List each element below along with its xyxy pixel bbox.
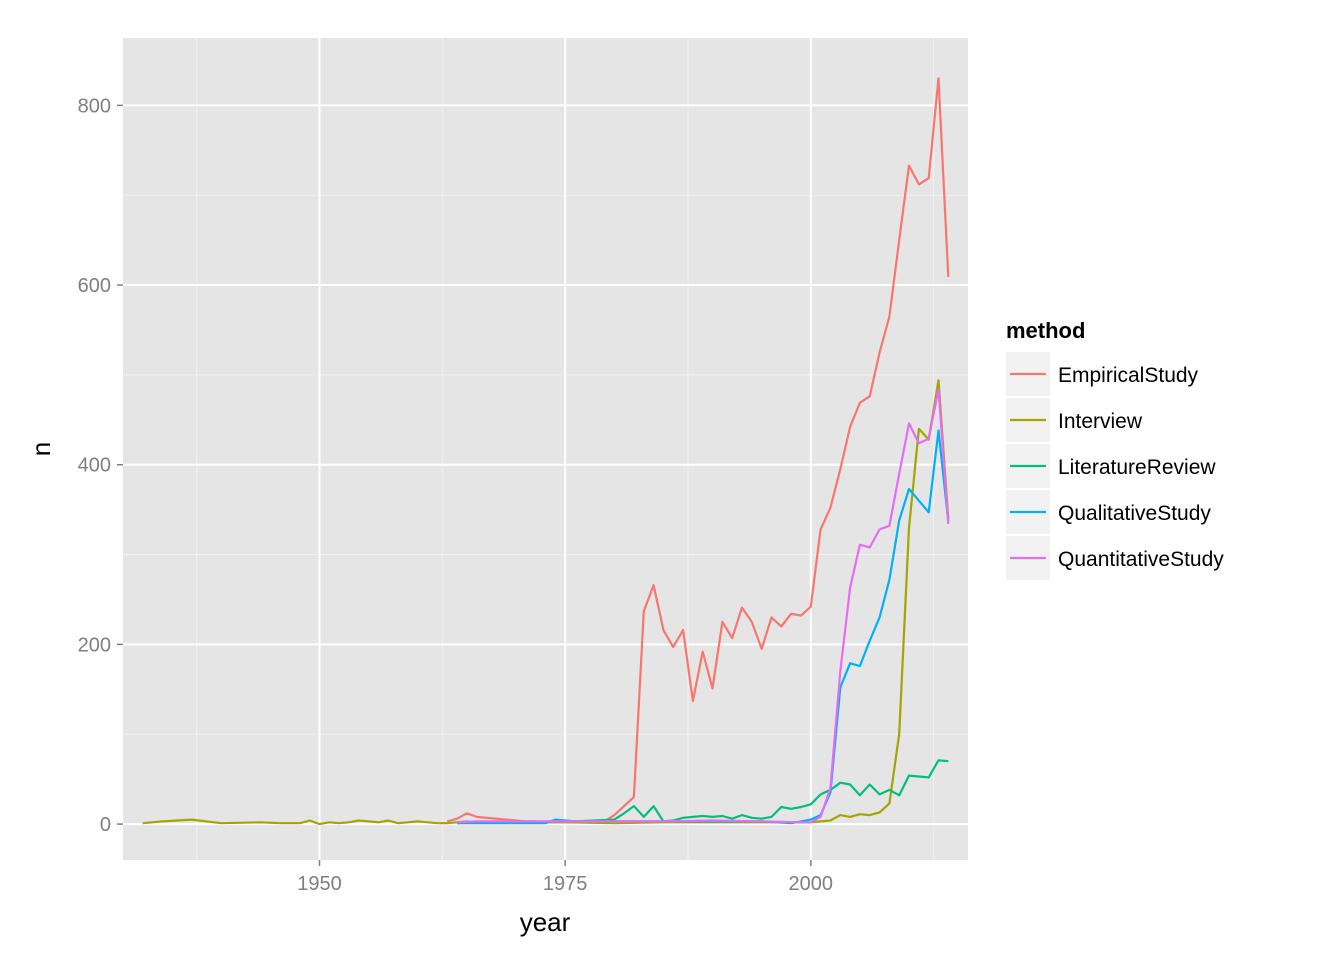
series-lines xyxy=(142,77,950,826)
y-tick-label: 800 xyxy=(78,95,111,117)
y-axis-title: n xyxy=(26,442,56,456)
x-tick-label: 1950 xyxy=(297,873,342,895)
legend-label: Interview xyxy=(1058,410,1143,433)
x-axis-title: year xyxy=(520,907,571,937)
minor-gridlines xyxy=(123,38,968,860)
legend-label: QuantitativeStudy xyxy=(1058,548,1224,571)
y-tick-label: 200 xyxy=(78,634,111,656)
plot-panel xyxy=(123,38,968,860)
series-line-quantitativestudy xyxy=(457,388,950,824)
legend-title: method xyxy=(1006,318,1085,343)
y-tick-label: 600 xyxy=(78,275,111,297)
y-axis: 0 200 400 600 800 xyxy=(78,95,123,836)
legend: method EmpiricalStudy Interview Literature… xyxy=(1006,318,1224,580)
major-gridlines xyxy=(123,38,968,860)
x-axis: 1950 1975 2000 xyxy=(297,860,833,895)
series-line-literaturereview xyxy=(457,759,949,825)
legend-label: LiteratureReview xyxy=(1058,456,1216,479)
legend-label: EmpiricalStudy xyxy=(1058,364,1199,387)
y-tick-label: 0 xyxy=(100,814,111,836)
legend-label: QualitativeStudy xyxy=(1058,502,1211,525)
x-tick-label: 2000 xyxy=(789,873,834,895)
x-tick-label: 1975 xyxy=(543,873,588,895)
y-tick-label: 400 xyxy=(78,455,111,477)
